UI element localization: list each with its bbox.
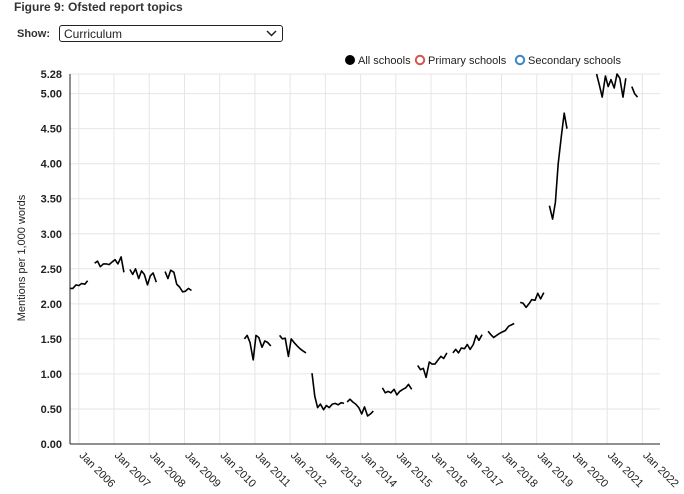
series-line-segment [452, 334, 483, 354]
series-line-segment [417, 352, 448, 379]
x-tick-label: Jan 2014 [358, 450, 398, 490]
series-line-segment [381, 383, 413, 396]
x-tick-label: Jan 2011 [253, 450, 293, 490]
chevron-down-icon [266, 29, 277, 39]
x-tick-label: Jan 2021 [605, 450, 645, 490]
series-line-segment [520, 292, 545, 309]
x-tick-label: Jan 2009 [182, 450, 222, 490]
series-line-segment [94, 256, 125, 273]
legend-marker [345, 55, 355, 65]
legend-marker [514, 54, 526, 66]
series-line-segment [129, 268, 158, 286]
x-tick-label: Jan 2012 [288, 450, 328, 490]
y-axis-label: Mentions per 1,000 words [16, 194, 28, 321]
series-line-segment [548, 112, 568, 220]
x-tick-label: Jan 2018 [499, 450, 539, 490]
y-tick-label: 1.00 [41, 369, 62, 381]
y-tick-label: 0.50 [41, 404, 62, 416]
line-chart: 0.00 0.50 1.00 1.50 2.00 2.50 3.00 3.50 4.00 4.50… [16, 54, 681, 490]
x-tick-label: Jan 2015 [394, 450, 434, 490]
x-tick-label: Jan 2017 [464, 450, 504, 490]
topic-select-value: Curriculum [64, 26, 123, 41]
series-lines [70, 73, 639, 417]
x-tick-label: Jan 2020 [570, 450, 610, 490]
series-line-segment [278, 334, 307, 358]
legend-label: All schools [358, 55, 411, 67]
x-tick-label: Jan 2010 [218, 450, 258, 490]
y-tick-label: 5.00 [41, 89, 62, 101]
series-line-segment [631, 86, 639, 98]
y-tick-label: 0.00 [41, 439, 62, 451]
series-line-segment [70, 280, 89, 290]
series-line-segment [164, 269, 192, 293]
legend-marker [414, 54, 426, 66]
x-tick-label: Jan 2008 [147, 450, 187, 490]
y-tick-label: 3.00 [41, 229, 62, 241]
x-tick-label: Jan 2019 [535, 450, 575, 490]
series-line-segment [311, 373, 345, 411]
series-line-segment [346, 398, 374, 417]
y-tick-label: 1.50 [41, 334, 62, 346]
series-line-segment [243, 334, 272, 361]
y-tick-label: 2.50 [41, 264, 62, 276]
legend: All schools Primary schools Secondary scho… [345, 54, 621, 67]
topic-select[interactable]: Curriculum [59, 25, 283, 42]
grid-lines [70, 73, 660, 445]
x-tick-label: Jan 2007 [112, 450, 152, 490]
figure-title: Figure 9: Ofsted report topics [14, 0, 183, 14]
y-tick-label: 4.50 [41, 124, 62, 136]
show-row: Show: Curriculum [17, 25, 283, 42]
y-tick-label: 3.50 [41, 194, 62, 206]
x-tick-label: Jan 2016 [429, 450, 469, 490]
x-tick-label: Jan 2022 [640, 450, 680, 490]
show-label: Show: [17, 27, 50, 40]
x-tick-label: Jan 2006 [77, 450, 117, 490]
y-tick-label: 4.00 [41, 159, 62, 171]
series-line-segment [595, 73, 627, 98]
y-tick-label: 2.00 [41, 299, 62, 311]
legend-label: Primary schools [428, 55, 507, 67]
legend-label: Secondary schools [528, 55, 621, 67]
x-tick-label: Jan 2013 [323, 450, 363, 490]
y-tick-label: 5.28 [41, 69, 62, 81]
series-line-segment [487, 322, 515, 339]
